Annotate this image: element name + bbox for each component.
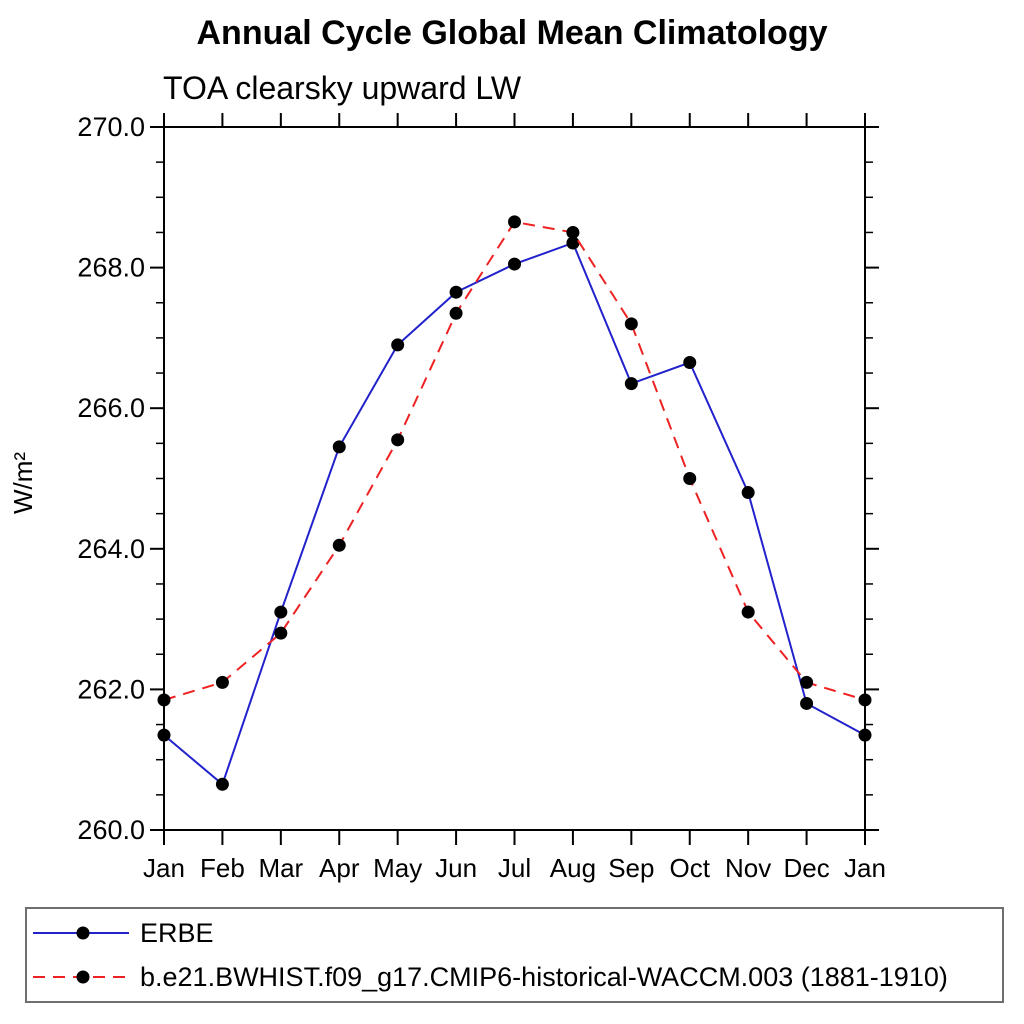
data-point (274, 626, 288, 640)
data-point (858, 693, 872, 707)
legend-label-model: b.e21.BWHIST.f09_g17.CMIP6-historical-WA… (140, 961, 948, 992)
data-point (332, 538, 346, 552)
data-point (508, 215, 521, 229)
series-line-0 (163, 241, 866, 787)
data-point (157, 693, 171, 707)
chart-title: Annual Cycle Global Mean Climatology (196, 14, 828, 52)
x-tick-label: Mar (258, 853, 303, 883)
data-point (274, 605, 288, 619)
data-point (741, 605, 755, 619)
series-line-1 (163, 220, 866, 701)
x-tick-label: Jan (143, 853, 185, 883)
y-tick-label: 260.0 (77, 815, 145, 845)
data-point (683, 356, 697, 370)
chart-subtitle: TOA clearsky upward LW (163, 70, 522, 106)
x-tick-label: Dec (783, 853, 829, 883)
x-tick-label: Feb (200, 853, 245, 883)
x-tick-label: Sep (608, 853, 654, 883)
data-point (624, 317, 638, 331)
y-tick-label: 270.0 (77, 112, 145, 142)
data-point (566, 236, 580, 250)
legend-swatch-erbe-icon (33, 926, 129, 940)
y-tick-label: 266.0 (77, 393, 145, 423)
data-point (508, 257, 521, 271)
data-point (332, 440, 346, 454)
x-tick-label: Jul (498, 853, 531, 883)
y-tick-label: 268.0 (77, 253, 145, 283)
legend: ERBE b.e21.BWHIST.f09_g17.CMIP6-historic… (25, 907, 1004, 1003)
x-axis: Jan Feb Mar Apr May Jun Jul Aug Sep Oct Nov Dec Jan (143, 113, 886, 883)
data-point (215, 675, 229, 689)
data-point (391, 433, 405, 447)
data-point (858, 728, 872, 742)
y-tick-label: 264.0 (77, 534, 145, 564)
legend-swatch-model-icon (33, 970, 129, 984)
data-point (157, 728, 171, 742)
data-point (800, 675, 814, 689)
data-point (215, 777, 229, 791)
series-markers-0 (157, 236, 872, 791)
legend-item-model: b.e21.BWHIST.f09_g17.CMIP6-historical-WA… (27, 957, 1002, 997)
data-point (624, 377, 638, 391)
data-point (449, 285, 463, 299)
legend-item-erbe: ERBE (27, 913, 1002, 953)
data-point (566, 225, 580, 239)
x-tick-label: Jun (435, 853, 477, 883)
plot-frame (163, 126, 866, 831)
x-tick-label: Jan (844, 853, 886, 883)
data-point (741, 486, 755, 500)
legend-label-erbe: ERBE (140, 917, 214, 948)
y-axis: 260.0 262.0 264.0 266.0 268.0 270.0 (77, 112, 879, 845)
data-point (391, 338, 405, 352)
data-point (800, 696, 814, 710)
y-axis-label: W/m² (8, 452, 38, 514)
series-markers-1 (157, 215, 872, 707)
data-point (683, 472, 697, 485)
x-tick-label: May (373, 853, 422, 883)
x-tick-label: Aug (550, 853, 596, 883)
y-tick-label: 262.0 (77, 674, 145, 704)
x-tick-label: Apr (319, 853, 360, 883)
data-point (449, 306, 463, 320)
x-tick-label: Nov (725, 853, 771, 883)
x-tick-label: Oct (670, 853, 711, 883)
